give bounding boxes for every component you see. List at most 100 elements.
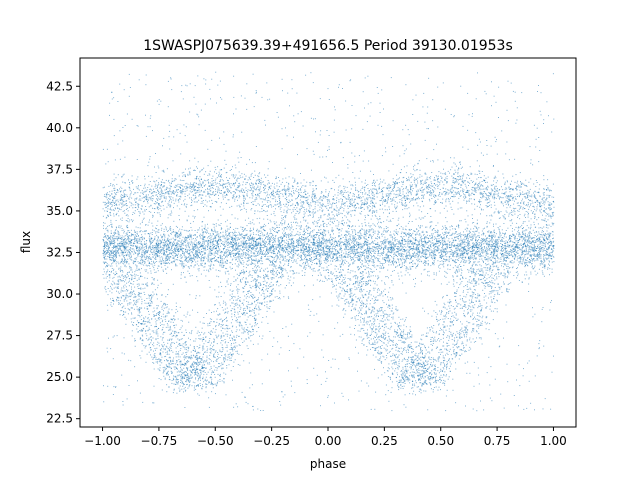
data-point: [285, 247, 287, 249]
data-point: [260, 257, 262, 259]
data-point: [319, 243, 321, 245]
data-point: [359, 238, 361, 240]
data-point: [523, 246, 524, 248]
data-point: [465, 277, 467, 279]
data-point: [219, 251, 221, 253]
data-point: [282, 244, 283, 246]
data-point: [412, 253, 414, 255]
data-point: [274, 261, 276, 262]
data-point: [174, 248, 176, 250]
data-point: [273, 248, 274, 250]
data-point: [214, 230, 216, 231]
data-point: [553, 245, 555, 246]
data-point: [472, 243, 474, 244]
data-point: [281, 241, 282, 243]
data-point: [114, 231, 116, 233]
data-point: [503, 237, 505, 239]
data-point: [271, 246, 273, 247]
data-point: [176, 265, 178, 267]
data-point: [457, 259, 459, 261]
data-point: [306, 255, 308, 257]
data-point: [320, 248, 322, 250]
data-point: [115, 247, 117, 249]
data-point: [432, 252, 434, 254]
data-point: [413, 255, 415, 257]
data-point: [460, 242, 461, 244]
data-point: [220, 258, 221, 260]
data-point: [370, 235, 372, 237]
data-point: [494, 245, 496, 247]
data-point: [473, 254, 475, 256]
data-point: [150, 237, 152, 239]
data-point: [277, 230, 279, 232]
data-point: [279, 264, 281, 266]
data-point: [421, 225, 423, 227]
data-point: [246, 225, 248, 227]
data-point: [124, 260, 125, 262]
data-point: [544, 243, 546, 245]
data-point: [314, 253, 316, 255]
data-point: [359, 232, 361, 234]
data-point: [388, 257, 390, 259]
data-point: [490, 257, 492, 259]
data-point: [424, 261, 426, 263]
data-point: [130, 242, 132, 244]
data-point: [204, 263, 206, 265]
data-point: [465, 221, 467, 223]
data-point: [362, 243, 364, 245]
data-point: [325, 257, 327, 259]
data-point: [204, 228, 206, 230]
data-point: [375, 244, 377, 245]
data-point: [307, 249, 309, 251]
data-point: [305, 237, 307, 239]
data-point: [339, 235, 341, 237]
data-point: [111, 263, 112, 265]
data-point: [247, 260, 249, 262]
data-point: [203, 239, 205, 241]
data-point: [505, 251, 507, 253]
data-point: [283, 250, 285, 252]
data-point: [208, 232, 210, 234]
data-point: [107, 229, 109, 231]
data-point: [189, 233, 191, 235]
data-point: [451, 225, 452, 227]
data-point: [475, 251, 477, 253]
data-point: [142, 247, 144, 249]
data-point: [145, 230, 147, 232]
data-point: [110, 259, 112, 261]
data-point: [435, 245, 437, 247]
data-point: [176, 244, 178, 246]
data-point: [366, 260, 368, 262]
data-point: [189, 249, 191, 251]
data-point: [267, 232, 268, 234]
data-point: [361, 225, 363, 227]
data-point: [482, 238, 484, 240]
data-point: [539, 234, 541, 236]
data-point: [443, 243, 445, 245]
data-point: [403, 262, 405, 264]
data-point: [356, 242, 358, 244]
data-point: [221, 251, 223, 253]
data-point: [509, 251, 511, 253]
data-point: [328, 257, 330, 259]
data-point: [195, 238, 196, 240]
data-point: [158, 261, 160, 263]
data-point: [378, 236, 380, 238]
data-point: [399, 242, 401, 244]
data-point: [381, 243, 383, 245]
data-point: [232, 258, 234, 260]
data-point: [418, 255, 420, 257]
data-point: [408, 243, 410, 245]
data-point: [204, 237, 206, 238]
data-point: [303, 238, 305, 240]
data-point: [488, 230, 490, 232]
data-point: [288, 244, 290, 246]
data-point: [452, 242, 454, 244]
data-point: [256, 255, 257, 257]
data-point: [186, 237, 188, 239]
data-point: [397, 219, 399, 221]
data-point: [304, 258, 305, 260]
data-point: [543, 257, 545, 259]
data-point: [300, 221, 302, 223]
data-point: [494, 248, 496, 250]
